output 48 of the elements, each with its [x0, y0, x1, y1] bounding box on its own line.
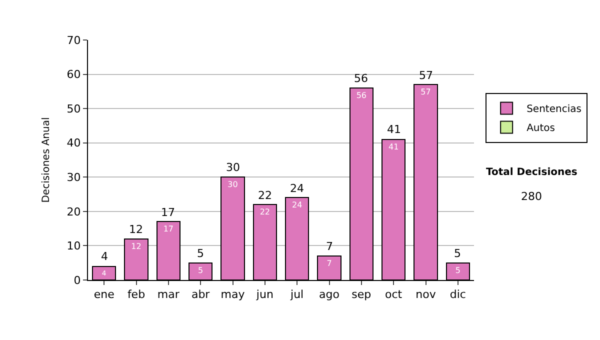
data-label: 41 [388, 142, 399, 152]
y-tick-label: 10 [66, 240, 81, 253]
total-label: 17 [161, 206, 175, 219]
x-tick-label: nov [416, 288, 436, 302]
y-tick-label: 0 [74, 274, 81, 287]
y-tick-label: 30 [66, 170, 81, 184]
x-tick-label: may [220, 288, 246, 302]
total-label: 57 [419, 69, 433, 82]
text: Total Decisiones [486, 167, 578, 178]
total-label: 5 [197, 247, 204, 260]
total-label: 30 [226, 161, 240, 174]
y-tick-label: 50 [66, 102, 81, 116]
x-tick-label: ago [319, 288, 340, 302]
total-label: 41 [387, 123, 401, 136]
text: 280 [521, 190, 542, 203]
x-tick-label: jul [290, 288, 304, 302]
y-tick-label: 60 [66, 68, 81, 82]
data-label: 56 [356, 91, 367, 100]
x-tick-label: jun [255, 288, 274, 302]
y-axis-title: Decisiones Anual [40, 117, 52, 203]
data-label: 30 [228, 180, 238, 190]
data-label: 22 [260, 208, 270, 217]
legend-label: Sentencias [526, 104, 582, 116]
total-label: 56 [354, 72, 368, 85]
y-tick-label: 20 [66, 205, 81, 218]
x-tick-label: mar [157, 288, 180, 302]
x-tick-label: dic [450, 288, 466, 302]
total-label: 12 [129, 223, 143, 236]
total-label: 7 [326, 240, 333, 253]
data-label: 24 [292, 200, 302, 210]
data-label: 7 [326, 259, 332, 268]
data-label: 57 [420, 88, 431, 97]
total-label: 5 [454, 247, 461, 260]
total-label: 24 [290, 182, 304, 195]
data-label: 5 [455, 266, 460, 275]
data-label: 5 [198, 266, 204, 275]
data-label: 12 [131, 242, 142, 251]
legend-label: Autos [526, 123, 556, 134]
x-tick-label: feb [127, 288, 146, 302]
x-tick-label: abr [191, 288, 210, 302]
y-tick-label: 40 [66, 136, 81, 150]
data-label: 17 [163, 224, 174, 234]
x-tick-label: sep [352, 288, 372, 302]
x-tick-label: oct [385, 288, 403, 302]
x-tick-label: ene [94, 288, 115, 302]
y-tick-label: 70 [66, 34, 81, 47]
total-label: 22 [258, 189, 272, 202]
total-label: 4 [101, 250, 108, 263]
